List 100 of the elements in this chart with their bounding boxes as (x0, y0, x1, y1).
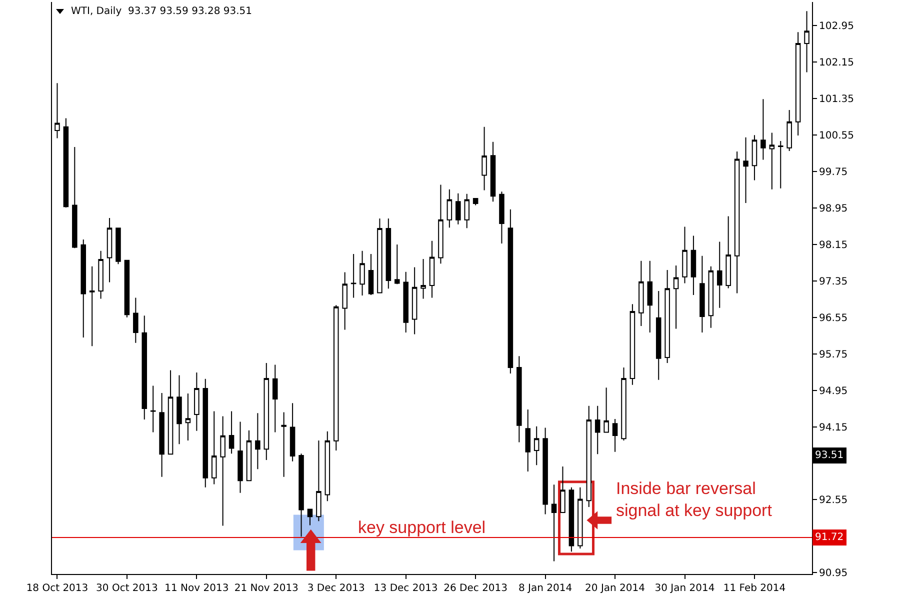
candlestick (403, 271, 408, 333)
candlestick (594, 405, 600, 455)
candlestick (499, 191, 504, 244)
candlestick (769, 132, 775, 190)
candlestick (98, 250, 104, 300)
candlestick (80, 238, 86, 338)
candlestick (516, 356, 522, 443)
candlestick (446, 188, 452, 228)
candlestick (342, 272, 348, 330)
candlestick (700, 255, 705, 333)
candlestick (133, 297, 138, 344)
candlestick (264, 362, 270, 461)
x-tick-label: 13 Dec 2013 (374, 583, 438, 594)
candlestick (350, 254, 356, 298)
candlestick (228, 410, 234, 454)
y-tick-label: 99.75 (819, 167, 848, 178)
candlestick (482, 126, 487, 191)
candlestick (656, 290, 662, 380)
candlestick (238, 421, 243, 494)
candlestick (490, 141, 496, 202)
candlestick (804, 10, 810, 73)
candlestick (324, 430, 330, 502)
candlestick (621, 367, 626, 441)
candlestick (150, 385, 156, 433)
candlestick (534, 426, 540, 466)
candlestick (786, 110, 792, 152)
candlestick (560, 466, 566, 514)
x-tick-label: 11 Feb 2014 (723, 583, 786, 594)
x-tick-label: 21 Nov 2013 (234, 583, 298, 594)
x-tick-label: 26 Dec 2013 (444, 583, 508, 594)
candlestick (604, 387, 609, 434)
candlestick (106, 218, 112, 283)
candlestick (464, 193, 470, 229)
candlestick (630, 304, 636, 386)
candlestick (664, 270, 670, 364)
candlestick (54, 82, 60, 139)
candlestick (63, 118, 69, 208)
x-tick-label: 18 Oct 2013 (26, 583, 88, 594)
ref-line-label: 91.72 (815, 532, 844, 543)
candlestick (716, 241, 722, 308)
annotation: key support level (358, 518, 486, 537)
y-tick-label: 92.55 (819, 495, 848, 506)
x-tick-label: 8 Jan 2014 (518, 583, 572, 594)
candlestick (795, 32, 801, 136)
x-tick-label: 11 Nov 2013 (164, 583, 229, 594)
x-tick-label: 30 Jan 2014 (654, 583, 715, 594)
candlestick (89, 266, 95, 347)
y-tick-label: 94.95 (819, 386, 848, 397)
candlestick (116, 227, 121, 265)
candlestick (386, 218, 392, 290)
candlestick (272, 364, 278, 433)
candlestick (246, 430, 252, 482)
candlestick (142, 315, 148, 420)
y-tick-label: 101.35 (819, 94, 854, 106)
candlestick (72, 146, 78, 249)
candlestick (220, 416, 226, 526)
candlestick (472, 197, 478, 206)
y-tick-label: 102.15 (819, 58, 854, 69)
candlestick (734, 150, 740, 294)
candlestick (743, 136, 748, 204)
candlestick (412, 266, 418, 335)
candlestick (612, 418, 618, 452)
candlestick (638, 260, 644, 327)
y-tick-label: 98.95 (819, 204, 848, 215)
candlestick (551, 484, 557, 562)
candlestick (333, 304, 339, 451)
candlestick (429, 240, 435, 298)
candlestick (194, 372, 200, 432)
candlestick (168, 370, 174, 456)
candlestick (202, 378, 208, 488)
y-tick-label: 96.55 (819, 312, 848, 324)
candlestick (682, 226, 688, 284)
y-tick-label: 90.95 (819, 568, 848, 580)
candlestick (438, 184, 444, 264)
candlestick (752, 134, 758, 181)
candlestick (726, 216, 731, 289)
candlestick (281, 412, 286, 478)
candlestick (586, 405, 592, 508)
candlestick (316, 440, 322, 522)
x-tick-label: 30 Oct 2013 (96, 583, 158, 594)
candlestick (647, 260, 653, 333)
candlestick (760, 98, 766, 160)
candlestick (185, 393, 191, 441)
candlestick (290, 402, 296, 462)
candlestick (307, 508, 313, 526)
candlestick (176, 374, 182, 445)
y-tick-label: 97.35 (819, 276, 848, 288)
candlestick (298, 453, 304, 538)
annotation: WTI, Daily 93.37 93.59 93.28 93.51 (71, 6, 252, 17)
candlestick (542, 427, 548, 515)
candlestick (568, 486, 574, 552)
y-tick-label: 102.95 (819, 21, 854, 32)
candlestick (394, 244, 400, 285)
candlestick (159, 392, 164, 478)
y-tick-label: 100.55 (819, 130, 854, 142)
candlestick (368, 254, 374, 296)
annotation: 93.51 (815, 450, 844, 461)
y-tick-label: 98.15 (819, 240, 848, 251)
candlestick (673, 264, 679, 330)
candlestick (778, 140, 784, 189)
